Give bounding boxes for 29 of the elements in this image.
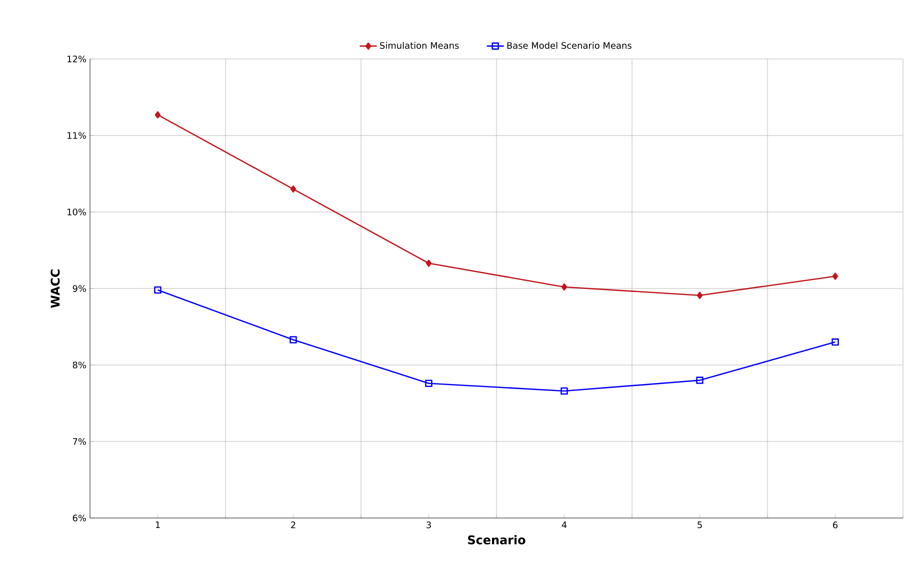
y-tick-label: 7%: [72, 438, 86, 445]
point: [560, 387, 568, 395]
legend-label: Simulation Means: [380, 42, 459, 49]
x-tick-label: 4: [562, 522, 567, 528]
y-axis-title: WACC: [50, 270, 60, 308]
y-tick-label: 6%: [72, 514, 86, 522]
y-tick-label: 12%: [68, 56, 86, 62]
y-tick-label: 9%: [72, 285, 86, 292]
point: [832, 338, 839, 346]
point: [425, 380, 432, 387]
y-tick-label: 10%: [68, 208, 86, 216]
point: [696, 292, 703, 300]
point: [426, 260, 432, 267]
x-tick-label: 6: [833, 522, 838, 528]
point: [290, 336, 297, 344]
x-tick-label: 5: [698, 522, 702, 528]
x-tick-label: 2: [291, 522, 296, 528]
legend-label: Base Model Scenario Means: [507, 42, 632, 49]
point: [696, 376, 704, 384]
point: [290, 185, 296, 193]
y-tick-label: 11%: [68, 132, 86, 139]
x-tick-label: 3: [426, 522, 431, 528]
point: [154, 111, 161, 118]
point: [154, 286, 162, 294]
point: [561, 283, 568, 291]
x-axis-title: Scenario: [468, 535, 526, 544]
y-tick-label: 8%: [72, 362, 86, 368]
x-tick-label: 1: [156, 522, 160, 528]
point: [832, 272, 838, 280]
